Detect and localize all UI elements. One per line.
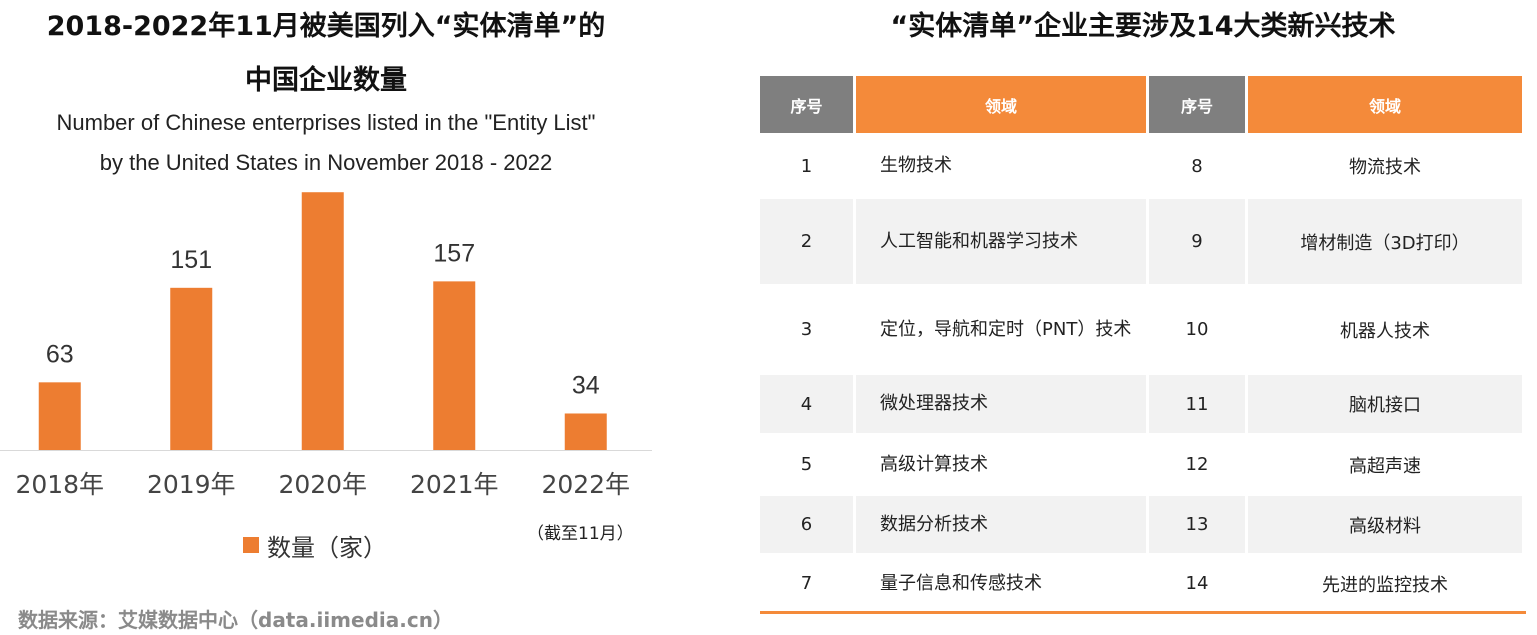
row-field-left: 量子信息和传感技术	[880, 572, 1042, 594]
data-source: 数据来源：艾媒数据中心（data.iimedia.cn）	[18, 608, 453, 632]
row-field-right: 增材制造（3D打印）	[1248, 199, 1522, 284]
chart-title-en-line1: Number of Chinese enterprises listed in …	[56, 110, 596, 135]
row-no-left: 2	[760, 199, 853, 284]
row-field-left: 数据分析技术	[856, 496, 1146, 553]
row-field-left: 生物技术	[880, 155, 952, 176]
x-tick-label: 2020年	[278, 470, 367, 499]
chart-title-cn-line1: 2018-2022年11月被美国列入“实体清单”的	[46, 11, 606, 42]
row-field-right: 机器人技术	[1340, 320, 1430, 342]
row-field-right: 物流技术	[1349, 157, 1421, 178]
row-field-left: 人工智能和机器学习技术	[856, 199, 1146, 284]
chart-legend: 数量（家）	[243, 530, 387, 562]
table-row: 2 人工智能和机器学习技术 9 增材制造（3D打印）	[760, 199, 1522, 284]
row-no-right: 13	[1149, 496, 1245, 553]
row-no-right: 14	[1185, 573, 1209, 594]
bar	[170, 287, 213, 450]
table-row: 5 高级计算技术 12 高超声速	[760, 436, 1522, 493]
row-no-left: 6	[760, 496, 853, 553]
table-row: 7 量子信息和传感技术 14 先进的监控技术	[760, 556, 1522, 611]
table-header-row: 序号 领域 序号 领域	[760, 76, 1522, 133]
x-tick-label: 2021年	[410, 470, 499, 499]
table-row: 4 微处理器技术 11 脑机接口	[760, 375, 1522, 433]
row-no-left: 5	[800, 454, 813, 475]
chart-title-en-line2: by the United States in November 2018 - …	[99, 150, 553, 175]
chart-title-cn-line2: 中国企业数量	[245, 65, 407, 96]
header-no-2: 序号	[1149, 76, 1245, 133]
row-no-right: 9	[1149, 199, 1245, 284]
row-no-right: 11	[1149, 375, 1245, 433]
data-label: 34	[572, 371, 600, 399]
table-title: “实体清单”企业主要涉及14大类新兴技术	[890, 11, 1396, 42]
bar	[433, 281, 476, 450]
row-field-right: 高级材料	[1248, 496, 1522, 553]
x-tick-label: 2019年	[147, 470, 236, 499]
row-field-right: 高超声速	[1349, 455, 1421, 477]
header-field-2: 领域	[1248, 76, 1522, 133]
bar	[38, 382, 81, 450]
row-no-left: 4	[760, 375, 853, 433]
table-row: 3 定位，导航和定时（PNT）技术 10 机器人技术	[760, 287, 1522, 372]
row-no-left: 1	[800, 155, 813, 177]
bar-chart: 632018年1512019年2402020年1572021年342022年	[0, 192, 652, 499]
chart-note: （截至11月）	[527, 524, 634, 544]
row-no-right: 10	[1185, 319, 1209, 340]
legend-label: 数量（家）	[267, 533, 387, 562]
row-no-left: 3	[800, 319, 813, 340]
chart-panel: 2018-2022年11月被美国列入“实体清单”的 中国企业数量 Number …	[0, 0, 660, 635]
legend-swatch	[243, 537, 259, 553]
x-tick-label: 2018年	[15, 470, 104, 499]
data-label: 63	[46, 340, 74, 368]
data-label: 151	[170, 246, 212, 274]
table-row: 6 数据分析技术 13 高级材料	[760, 496, 1522, 553]
row-no-right: 12	[1185, 454, 1209, 475]
row-no-right: 8	[1191, 155, 1203, 177]
row-no-left: 7	[800, 573, 813, 594]
header-no-1: 序号	[760, 76, 853, 133]
table-row: 1 生物技术 8 物流技术	[760, 136, 1522, 196]
tech-table: 序号 领域 序号 领域 1 生物技术 8 物流技术 2 人工智能和机器学习技术 …	[757, 73, 1525, 614]
row-field-right: 先进的监控技术	[1322, 574, 1448, 596]
header-field-1: 领域	[856, 76, 1146, 133]
table-bottom-rule	[760, 611, 1526, 614]
row-field-left: 高级计算技术	[880, 453, 988, 475]
bar	[301, 192, 344, 450]
bar	[564, 413, 607, 450]
data-label: 157	[433, 239, 475, 267]
row-field-right: 脑机接口	[1248, 375, 1522, 433]
x-tick-label: 2022年	[541, 470, 630, 499]
row-field-left: 定位，导航和定时（PNT）技术	[880, 318, 1132, 340]
row-field-left: 微处理器技术	[856, 375, 1146, 433]
